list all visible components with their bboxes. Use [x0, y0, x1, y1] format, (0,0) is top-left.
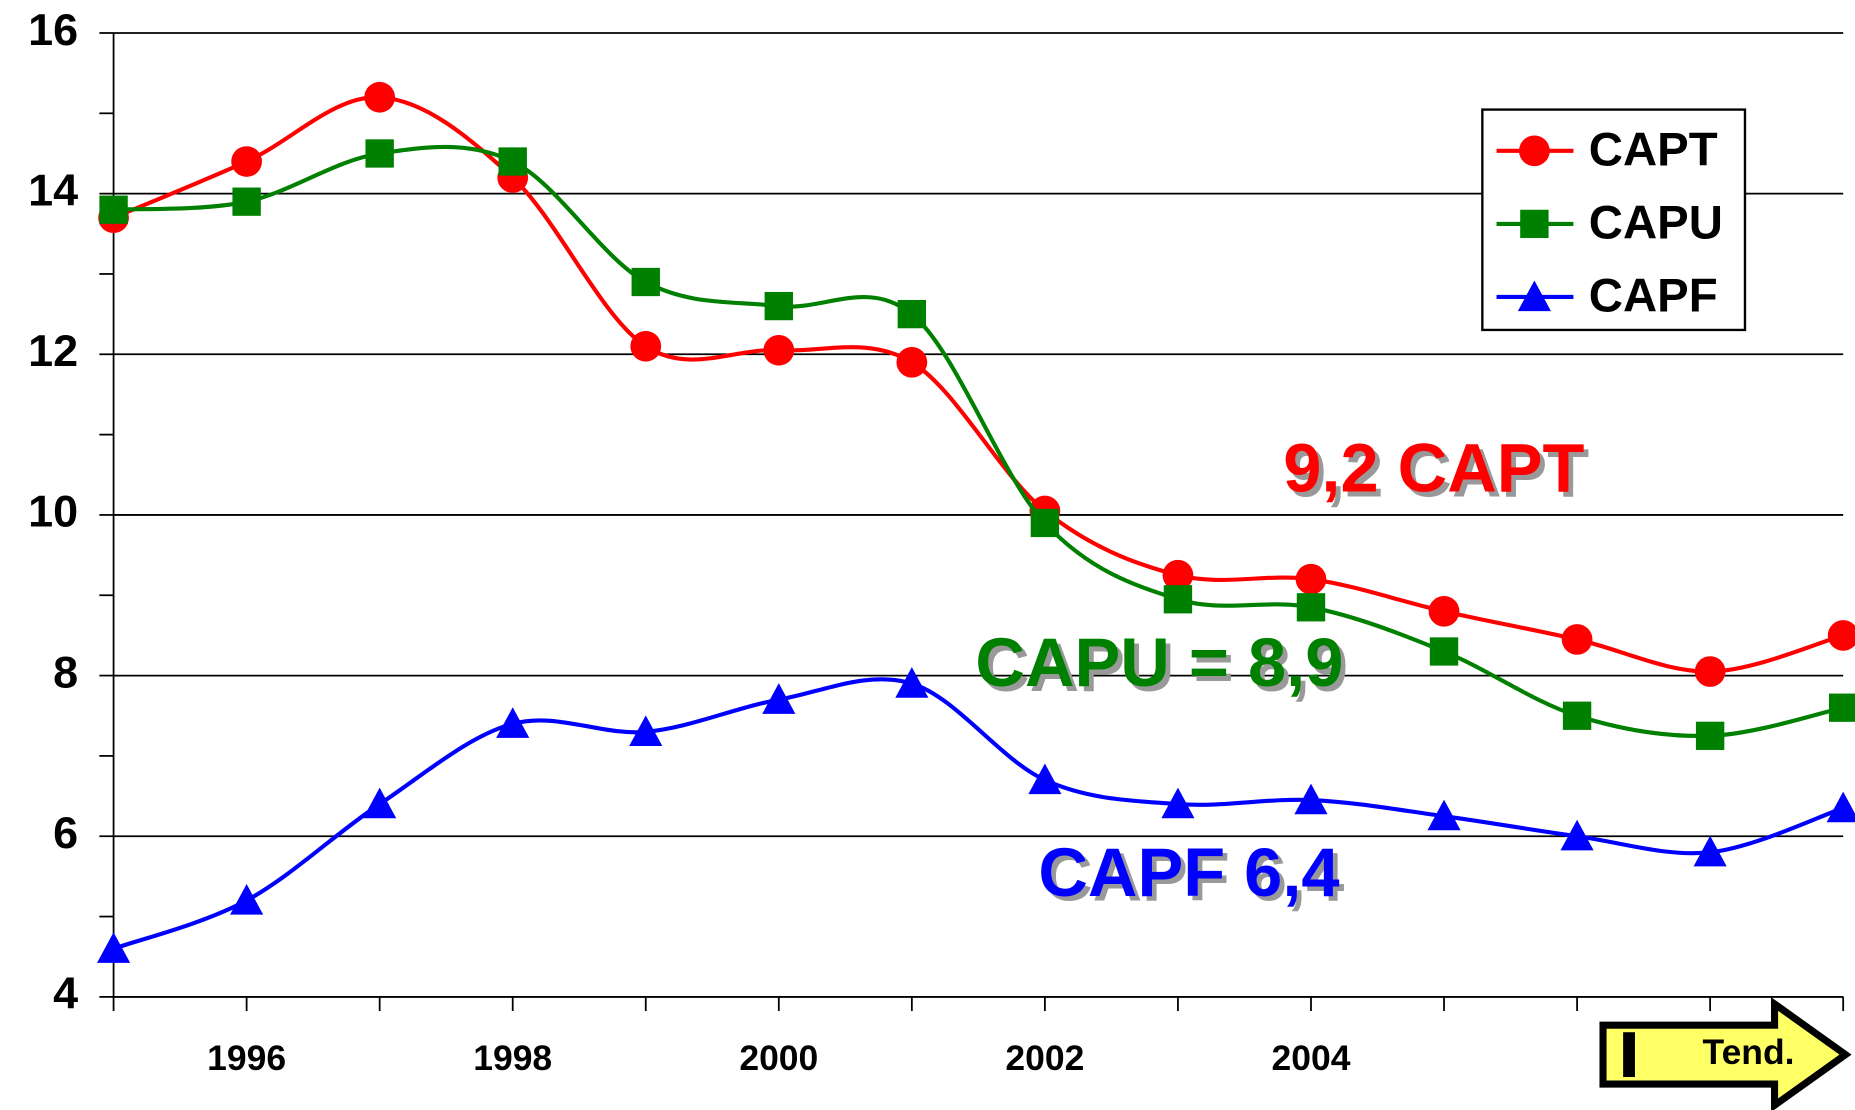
- marker: [1163, 585, 1193, 614]
- marker: [363, 787, 397, 819]
- marker: [1429, 637, 1459, 666]
- marker: [896, 347, 928, 378]
- marker: [631, 267, 660, 297]
- button-arrow: [1599, 997, 1852, 1110]
- y-tick-label: 4: [53, 968, 78, 1019]
- y-tick-label: 8: [53, 646, 78, 697]
- marker: [1296, 593, 1326, 622]
- marker: [498, 147, 527, 176]
- annotation-shadow: CAPF 6,4: [1043, 839, 1344, 916]
- marker: [364, 81, 396, 113]
- marker: [1428, 596, 1460, 627]
- marker: [99, 195, 128, 224]
- marker: [764, 291, 793, 321]
- marker: [97, 932, 131, 963]
- marker: [1028, 763, 1062, 795]
- y-tick-label: 6: [53, 807, 78, 858]
- y-tick-label: 12: [28, 325, 78, 376]
- marker: [1517, 280, 1551, 312]
- x-tick-label: 2000: [739, 1038, 818, 1078]
- legend-label: CAPF: [1589, 270, 1718, 323]
- y-tick-label: 16: [28, 4, 78, 55]
- marker: [763, 334, 795, 366]
- annotation: 9,2 CAPT: [1283, 430, 1584, 507]
- marker: [1826, 791, 1855, 823]
- marker: [1828, 693, 1855, 722]
- marker: [630, 330, 662, 362]
- x-tick-label: 1998: [473, 1038, 552, 1078]
- marker: [1694, 656, 1726, 687]
- marker: [1827, 620, 1855, 651]
- marker: [1562, 701, 1592, 730]
- x-tick-label: 1996: [207, 1038, 286, 1078]
- marker: [1560, 819, 1594, 851]
- button-label: Tend.: [1703, 1032, 1795, 1072]
- marker: [232, 187, 261, 216]
- marker: [1295, 563, 1327, 595]
- marker: [1427, 799, 1461, 831]
- x-tick-label: 2002: [1005, 1038, 1084, 1078]
- marker: [897, 299, 927, 329]
- marker: [1561, 624, 1593, 655]
- marker: [1519, 135, 1550, 167]
- legend: CAPT CAPU CAPF: [1481, 108, 1747, 332]
- marker: [1294, 783, 1328, 815]
- marker: [1693, 835, 1727, 867]
- legend-label: CAPU: [1589, 197, 1723, 250]
- marker: [1520, 209, 1549, 239]
- series-line: [112, 677, 1844, 951]
- marker: [895, 667, 929, 698]
- marker: [1030, 508, 1060, 538]
- annotation-shadow: CAPU = 8,9: [980, 629, 1348, 706]
- button-bar: [1623, 1032, 1635, 1078]
- x-tick-label: 2004: [1272, 1038, 1351, 1078]
- marker: [231, 146, 262, 177]
- tend-button[interactable]: Tend.: [1599, 997, 1852, 1110]
- y-tick-label: 10: [28, 486, 78, 537]
- annotation: CAPU = 8,9: [975, 624, 1343, 701]
- legend-label: CAPT: [1589, 124, 1718, 177]
- annotation: CAPF 6,4: [1038, 834, 1339, 911]
- marker: [1162, 559, 1194, 591]
- marker: [496, 707, 530, 738]
- marker: [762, 683, 796, 714]
- series-line: [113, 144, 1844, 739]
- marker: [365, 139, 394, 168]
- marker: [1161, 787, 1195, 819]
- annotation-shadow: 9,2 CAPT: [1288, 435, 1589, 512]
- marker: [629, 715, 663, 746]
- marker: [230, 883, 264, 915]
- marker: [1695, 721, 1725, 750]
- y-tick-label: 14: [28, 165, 78, 216]
